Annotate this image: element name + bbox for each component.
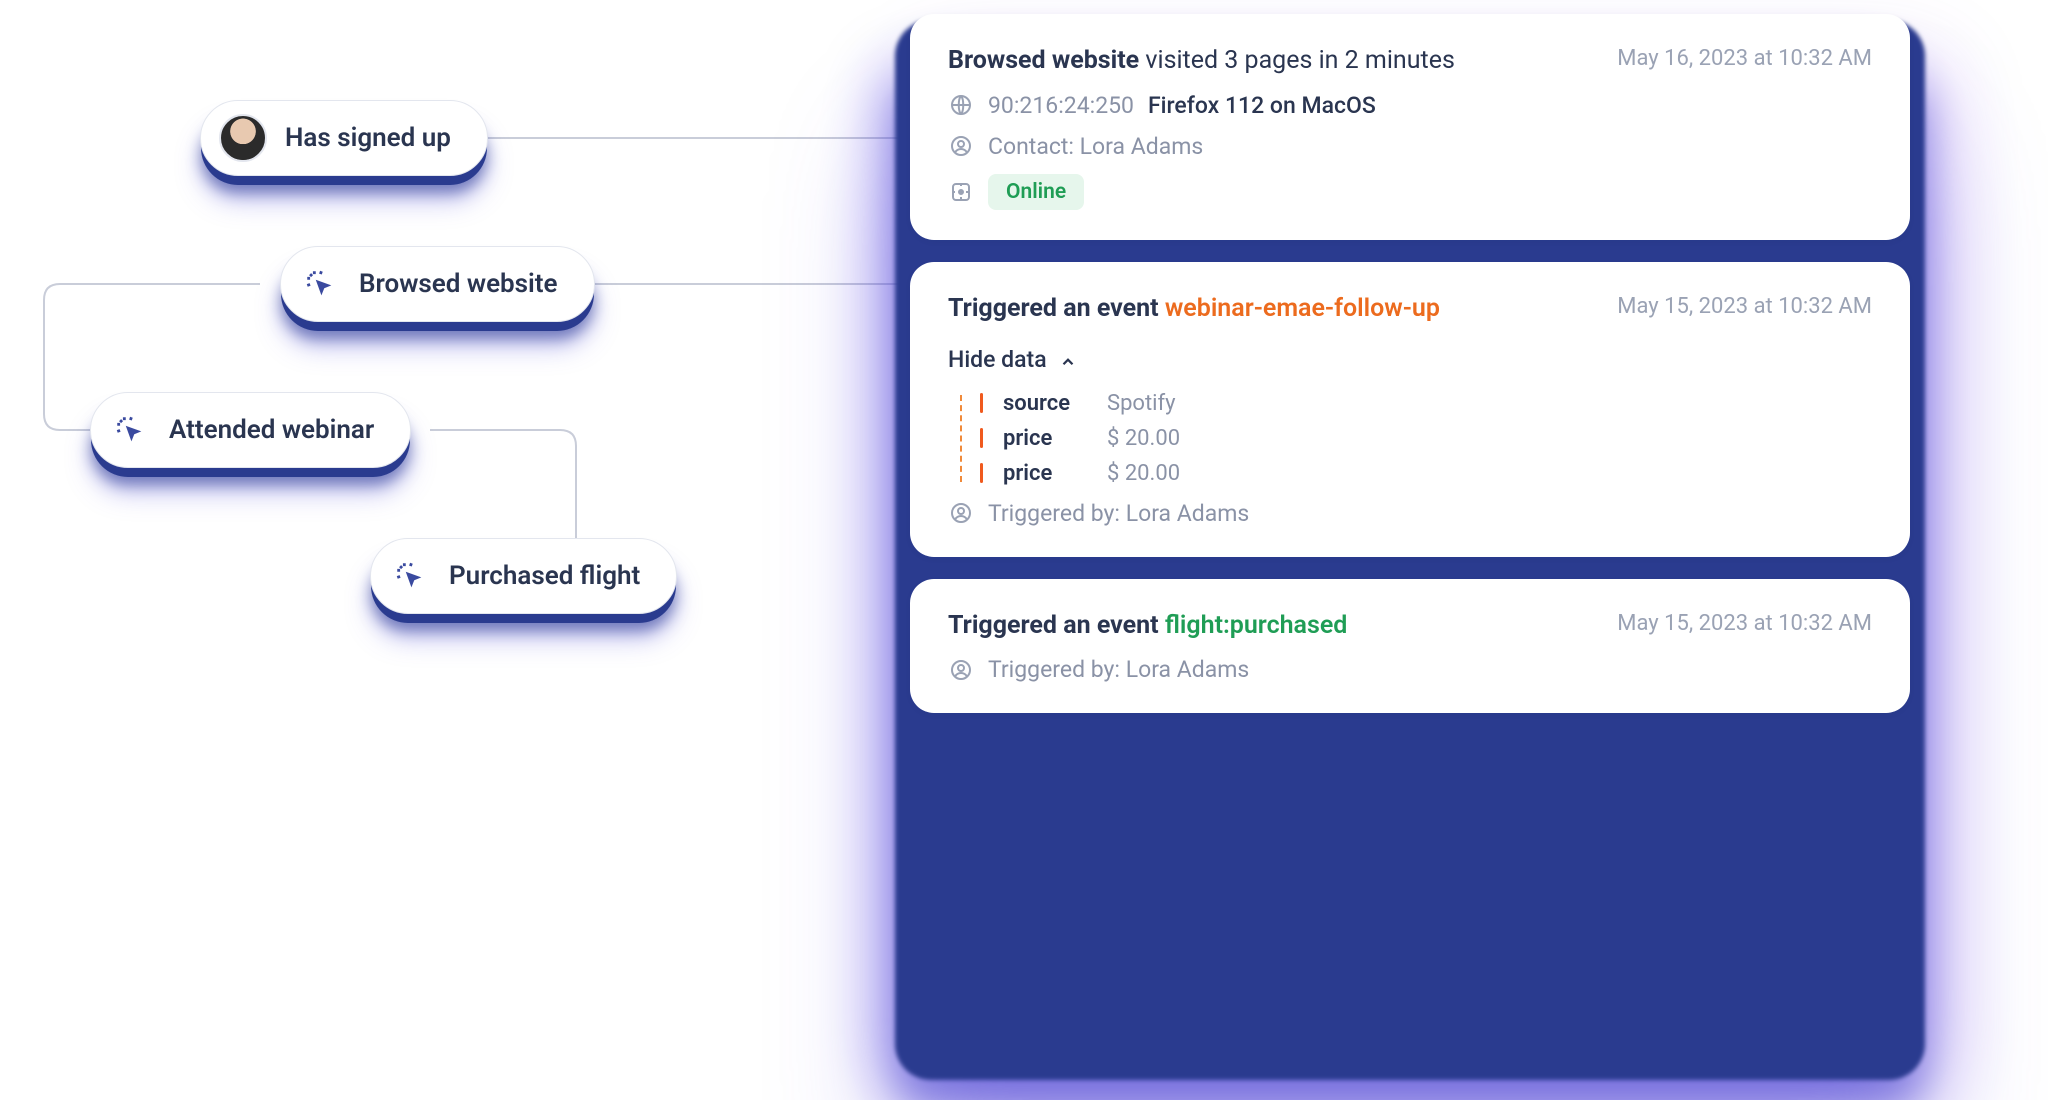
pill-attended-webinar[interactable]: Attended webinar [90,392,411,468]
cursor-click-icon [389,555,431,597]
cursor-click-icon [299,263,341,305]
user-icon [948,500,974,526]
target-icon [948,179,974,205]
card-browsed-website: Browsed website visited 3 pages in 2 min… [910,14,1910,240]
pill-label: Purchased flight [449,561,640,591]
user-icon [948,133,974,159]
card-title: Browsed website visited 3 pages in 2 min… [948,44,1455,78]
meta-contact: Contact: Lora Adams [948,133,1872,160]
timestamp: May 15, 2023 at 10:32 AM [1617,609,1872,636]
meta-triggered-by: Triggered by: Lora Adams [948,500,1872,527]
card-title: Triggered an event webinar-emae-follow-u… [948,292,1440,326]
pill-label: Attended webinar [169,415,374,445]
event-data-list: source Spotify price $ 20.00 price $ 20.… [960,391,1872,486]
user-icon [948,657,974,683]
avatar-icon [219,114,267,162]
event-pills: Has signed up Browsed website At [60,100,680,684]
card-flight-event: Triggered an event flight:purchased May … [910,579,1910,714]
chevron-up-icon [1059,350,1077,368]
pill-label: Browsed website [359,269,558,299]
card-title: Triggered an event flight:purchased [948,609,1347,643]
timestamp: May 15, 2023 at 10:32 AM [1617,292,1872,319]
meta-triggered-by: Triggered by: Lora Adams [948,656,1872,683]
pill-browsed-website[interactable]: Browsed website [280,246,595,322]
cursor-click-icon [109,409,151,451]
card-webinar-event: Triggered an event webinar-emae-follow-u… [910,262,1910,557]
pill-signed-up[interactable]: Has signed up [200,100,488,176]
activity-panel: Browsed website visited 3 pages in 2 min… [910,14,1910,735]
status-badge: Online [988,174,1084,210]
pill-purchased-flight[interactable]: Purchased flight [370,538,677,614]
meta-status: Online [948,174,1872,210]
data-row: source Spotify [980,391,1872,416]
meta-ip-browser: 90:216:24:250 Firefox 112 on MacOS [948,92,1872,119]
hide-data-toggle[interactable]: Hide data [948,346,1872,373]
pill-label: Has signed up [285,123,451,153]
timestamp: May 16, 2023 at 10:32 AM [1617,44,1872,71]
globe-icon [948,92,974,118]
data-row: price $ 20.00 [980,461,1872,486]
data-row: price $ 20.00 [980,426,1872,451]
